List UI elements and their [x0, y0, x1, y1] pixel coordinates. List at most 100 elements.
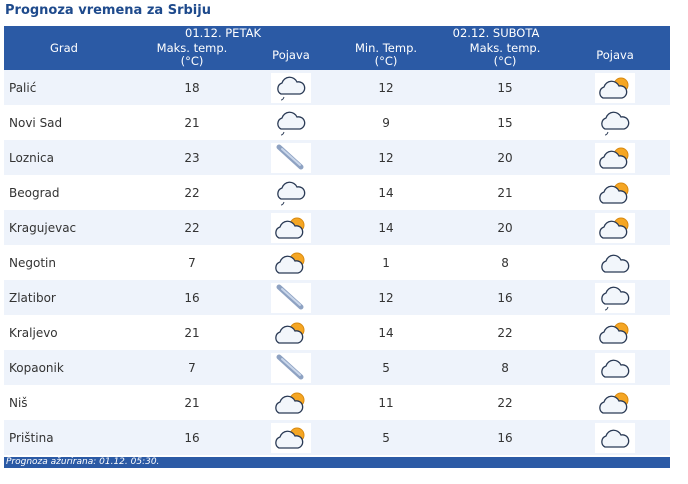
cloud-icon — [595, 422, 636, 453]
phenomenon-day2 — [560, 70, 671, 105]
page-title: Prognoza vremena za Srbiju — [5, 3, 211, 18]
max-temp-day2: 16 — [450, 420, 561, 455]
col-header-max-day1: Maks. temp. (°C) — [124, 40, 260, 70]
city-name: Zlatibor — [4, 280, 124, 315]
partly-cloudy-icon — [271, 422, 311, 453]
min-temp-day2: 9 — [322, 105, 451, 140]
phenomenon-day2 — [560, 105, 671, 140]
partly-cloudy-icon — [271, 247, 311, 278]
col-label: Min. Temp. — [355, 41, 418, 55]
col-header-phen-day2: Pojava — [560, 40, 671, 70]
max-temp-day1: 7 — [124, 245, 260, 280]
forecast-table: Grad 01.12. PETAK 02.12. SUBOTA Maks. te… — [4, 26, 671, 455]
phenomenon-day1 — [260, 280, 323, 315]
city-name: Kraljevo — [4, 315, 124, 350]
table-row: Beograd 22 14 21 — [4, 175, 671, 210]
phenomenon-day2 — [560, 245, 671, 280]
phenomenon-day2 — [560, 350, 671, 385]
table-row: Kopaonik 7 5 8 — [4, 350, 671, 385]
header-days-row: Grad 01.12. PETAK 02.12. SUBOTA — [4, 26, 671, 70]
max-temp-day2: 22 — [450, 385, 561, 420]
phenomenon-day2 — [560, 210, 671, 245]
city-name: Kragujevac — [4, 210, 124, 245]
partly-cloudy-icon — [595, 387, 636, 418]
min-temp-day2: 14 — [322, 175, 451, 210]
max-temp-day2: 15 — [450, 105, 561, 140]
max-temp-day1: 18 — [124, 70, 260, 105]
col-unit: (°C) — [180, 54, 204, 68]
phenomenon-day1 — [260, 175, 323, 210]
wind-icon — [271, 282, 311, 313]
table-row: Palić 18 12 15 — [4, 70, 671, 105]
day1-header: 01.12. PETAK — [124, 26, 323, 40]
min-temp-day2: 12 — [322, 70, 451, 105]
day2-header: 02.12. SUBOTA — [322, 26, 671, 40]
partly-cloudy-icon — [595, 142, 636, 173]
partly-cloudy-icon — [595, 177, 636, 208]
table-row: Novi Sad 21 9 15 — [4, 105, 671, 140]
partly-cloudy-icon — [271, 387, 311, 418]
cloud-drizzle-icon — [595, 107, 636, 138]
max-temp-day1: 16 — [124, 280, 260, 315]
max-temp-day2: 16 — [450, 280, 561, 315]
partly-cloudy-icon — [595, 317, 636, 348]
min-temp-day2: 11 — [322, 385, 451, 420]
col-header-phen-day1: Pojava — [260, 40, 323, 70]
partly-cloudy-icon — [271, 317, 311, 348]
col-label: Maks. temp. — [469, 41, 541, 55]
table-row: Kraljevo 21 14 22 — [4, 315, 671, 350]
max-temp-day2: 20 — [450, 140, 561, 175]
partly-cloudy-icon — [595, 212, 636, 243]
city-name: Palić — [4, 70, 124, 105]
table-row: Loznica 23 12 20 — [4, 140, 671, 175]
min-temp-day2: 5 — [322, 420, 451, 455]
min-temp-day2: 14 — [322, 210, 451, 245]
table-row: Negotin 7 1 8 — [4, 245, 671, 280]
col-header-city: Grad — [4, 26, 124, 70]
max-temp-day2: 21 — [450, 175, 561, 210]
max-temp-day1: 23 — [124, 140, 260, 175]
city-name: Beograd — [4, 175, 124, 210]
table-row: Priština 16 5 16 — [4, 420, 671, 455]
city-name: Niš — [4, 385, 124, 420]
partly-cloudy-icon — [595, 72, 636, 103]
min-temp-day2: 12 — [322, 140, 451, 175]
phenomenon-day2 — [560, 175, 671, 210]
min-temp-day2: 1 — [322, 245, 451, 280]
cloud-drizzle-icon — [271, 72, 311, 103]
col-label: Maks. temp. — [156, 41, 228, 55]
min-temp-day2: 5 — [322, 350, 451, 385]
phenomenon-day1 — [260, 245, 323, 280]
cloud-drizzle-icon — [595, 282, 636, 313]
cloud-icon — [595, 247, 636, 278]
phenomenon-day1 — [260, 140, 323, 175]
phenomenon-day1 — [260, 210, 323, 245]
wind-icon — [271, 352, 311, 383]
update-footer: Prognoza ažurirana: 01.12. 05:30. — [4, 457, 670, 468]
phenomenon-day1 — [260, 350, 323, 385]
max-temp-day1: 16 — [124, 420, 260, 455]
phenomenon-day2 — [560, 140, 671, 175]
city-name: Priština — [4, 420, 124, 455]
table-row: Kragujevac 22 14 20 — [4, 210, 671, 245]
min-temp-day2: 12 — [322, 280, 451, 315]
cloud-drizzle-icon — [271, 177, 311, 208]
max-temp-day1: 21 — [124, 105, 260, 140]
max-temp-day1: 22 — [124, 210, 260, 245]
table-row: Zlatibor 16 12 16 — [4, 280, 671, 315]
phenomenon-day2 — [560, 315, 671, 350]
max-temp-day2: 8 — [450, 245, 561, 280]
table-row: Niš 21 11 22 — [4, 385, 671, 420]
city-name: Novi Sad — [4, 105, 124, 140]
phenomenon-day1 — [260, 70, 323, 105]
col-header-max-day2: Maks. temp. (°C) — [450, 40, 561, 70]
city-name: Loznica — [4, 140, 124, 175]
wind-icon — [271, 142, 311, 173]
max-temp-day2: 8 — [450, 350, 561, 385]
col-header-min-day2: Min. Temp. (°C) — [322, 40, 451, 70]
max-temp-day2: 20 — [450, 210, 561, 245]
col-unit: (°C) — [374, 54, 398, 68]
city-name: Negotin — [4, 245, 124, 280]
max-temp-day2: 15 — [450, 70, 561, 105]
partly-cloudy-icon — [271, 212, 311, 243]
